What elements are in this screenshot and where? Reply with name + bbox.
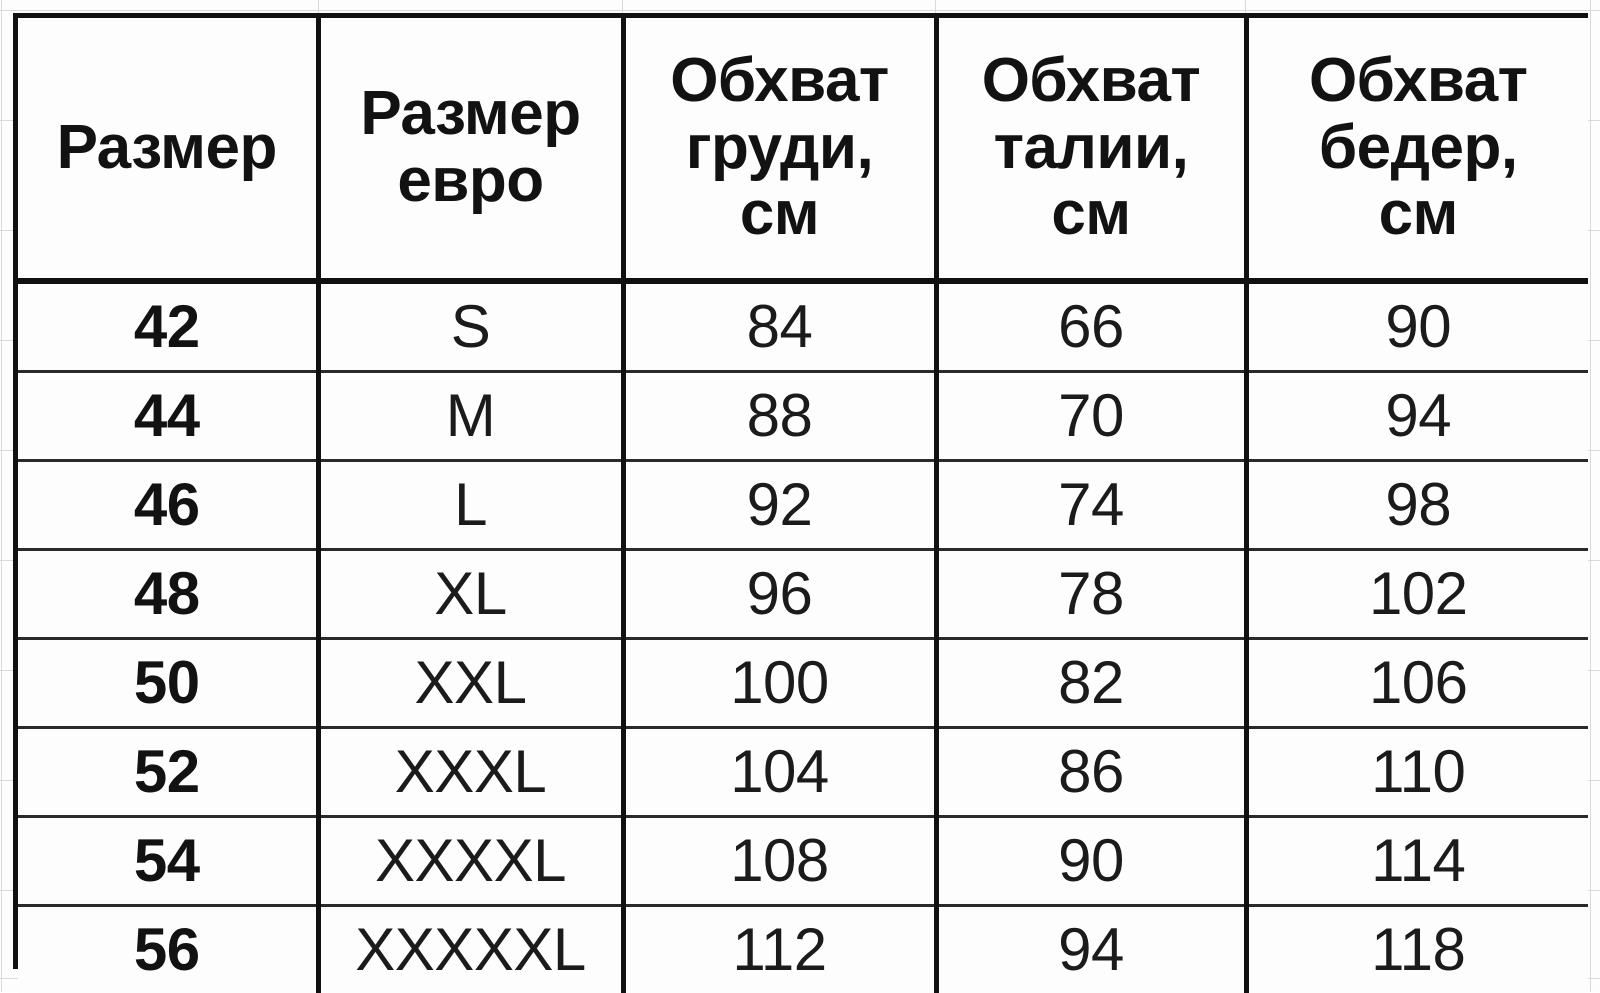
cell-euro: XXXXL <box>318 817 623 906</box>
table-row: 42 S 84 66 90 <box>18 281 1588 372</box>
cell-hips: 114 <box>1246 817 1588 906</box>
column-header-bust: Обхват груди, см <box>623 18 936 281</box>
cell-size: 48 <box>18 550 318 639</box>
cell-euro: XXL <box>318 639 623 728</box>
header-row: Размер Размер евро Обхват груди, см Обхв… <box>18 18 1588 281</box>
column-header-euro: Размер евро <box>318 18 623 281</box>
cell-hips: 98 <box>1246 461 1588 550</box>
cell-euro: XXXL <box>318 728 623 817</box>
column-header-size: Размер <box>18 18 318 281</box>
cell-hips: 94 <box>1246 372 1588 461</box>
table-row: 46 L 92 74 98 <box>18 461 1588 550</box>
column-header-hips: Обхват бедер, см <box>1246 18 1588 281</box>
cell-hips: 90 <box>1246 281 1588 372</box>
table-row: 44 M 88 70 94 <box>18 372 1588 461</box>
cell-euro: S <box>318 281 623 372</box>
cell-waist: 78 <box>936 550 1246 639</box>
cell-bust: 108 <box>623 817 936 906</box>
sheet-gridline-vertical <box>1 0 2 992</box>
column-header-waist: Обхват талии, см <box>936 18 1246 281</box>
cell-size: 46 <box>18 461 318 550</box>
cell-size: 44 <box>18 372 318 461</box>
cell-bust: 92 <box>623 461 936 550</box>
column-header-waist-line-2: талии, <box>943 115 1240 182</box>
cell-size: 56 <box>18 906 318 993</box>
table-row: 56 XXXXXL 112 94 118 <box>18 906 1588 993</box>
column-header-size-line-1: Размер <box>22 115 312 182</box>
table-row: 48 XL 96 78 102 <box>18 550 1588 639</box>
column-header-euro-line-2: евро <box>325 148 617 215</box>
cell-waist: 66 <box>936 281 1246 372</box>
sheet-gridline-horizontal <box>0 10 1600 11</box>
cell-waist: 90 <box>936 817 1246 906</box>
column-header-waist-line-1: Обхват <box>943 48 1240 115</box>
cell-size: 52 <box>18 728 318 817</box>
column-header-hips-line-3: см <box>1253 181 1585 248</box>
column-header-bust-line-2: груди, <box>630 115 930 182</box>
table-header: Размер Размер евро Обхват груди, см Обхв… <box>18 18 1588 281</box>
cell-waist: 74 <box>936 461 1246 550</box>
cell-euro: XL <box>318 550 623 639</box>
cell-waist: 70 <box>936 372 1246 461</box>
cell-hips: 106 <box>1246 639 1588 728</box>
column-header-bust-line-3: см <box>630 181 930 248</box>
cell-waist: 94 <box>936 906 1246 993</box>
cell-size: 54 <box>18 817 318 906</box>
cell-bust: 84 <box>623 281 936 372</box>
cell-hips: 102 <box>1246 550 1588 639</box>
table-row: 54 XXXXL 108 90 114 <box>18 817 1588 906</box>
cell-bust: 112 <box>623 906 936 993</box>
size-chart-table-container: Размер Размер евро Обхват груди, см Обхв… <box>13 13 1588 969</box>
cell-euro: L <box>318 461 623 550</box>
cell-waist: 82 <box>936 639 1246 728</box>
size-chart-table: Размер Размер евро Обхват груди, см Обхв… <box>18 18 1588 993</box>
cell-bust: 88 <box>623 372 936 461</box>
sheet-gridline-vertical <box>1590 0 1591 992</box>
column-header-hips-line-2: бедер, <box>1253 115 1585 182</box>
cell-euro: M <box>318 372 623 461</box>
column-header-hips-line-1: Обхват <box>1253 48 1585 115</box>
column-header-bust-line-1: Обхват <box>630 48 930 115</box>
column-header-waist-line-3: см <box>943 181 1240 248</box>
cell-hips: 118 <box>1246 906 1588 993</box>
cell-size: 50 <box>18 639 318 728</box>
cell-bust: 96 <box>623 550 936 639</box>
cell-size: 42 <box>18 281 318 372</box>
table-row: 52 XXXL 104 86 110 <box>18 728 1588 817</box>
column-header-euro-line-1: Размер <box>325 81 617 148</box>
cell-bust: 100 <box>623 639 936 728</box>
cell-euro: XXXXXL <box>318 906 623 993</box>
table-body: 42 S 84 66 90 44 M 88 70 94 46 L 92 <box>18 281 1588 993</box>
cell-waist: 86 <box>936 728 1246 817</box>
table-row: 50 XXL 100 82 106 <box>18 639 1588 728</box>
cell-bust: 104 <box>623 728 936 817</box>
cell-hips: 110 <box>1246 728 1588 817</box>
